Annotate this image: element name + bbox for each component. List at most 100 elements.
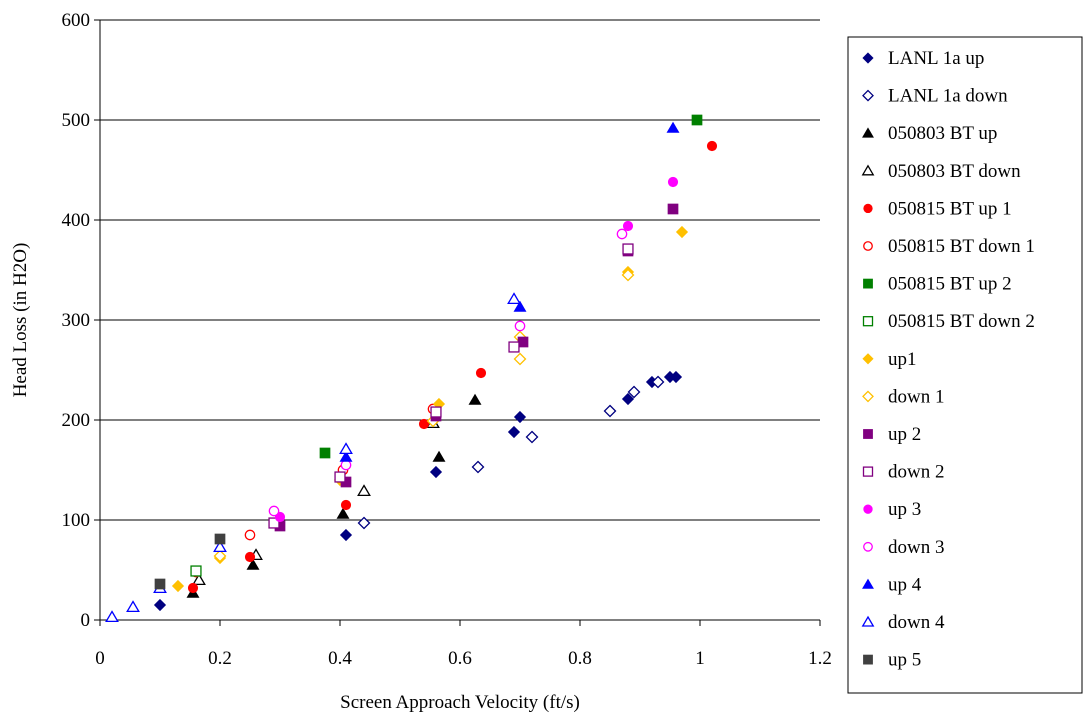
series-2 (186, 393, 482, 598)
legend-label: 050815 BT up 2 (888, 274, 1012, 295)
legend-marker (862, 353, 874, 365)
data-point (244, 529, 256, 541)
x-tick-label: 1.2 (808, 648, 832, 669)
legend-entry: down 4 (861, 612, 945, 633)
data-point (339, 528, 353, 542)
legend-marker (863, 241, 873, 251)
legend-marker (862, 578, 874, 589)
legend-entry: LANL 1a down (862, 86, 1008, 107)
legend-label: down 2 (888, 462, 944, 483)
series-1 (357, 375, 665, 530)
legend-entry: 050803 BT down (861, 161, 1021, 182)
data-point (603, 404, 617, 418)
legend-label: LANL 1a down (888, 86, 1008, 107)
legend-label: 050815 BT down 2 (888, 311, 1035, 332)
data-point (514, 320, 526, 332)
legend-marker (862, 316, 874, 327)
legend-label: down 3 (888, 537, 944, 558)
data-point (214, 533, 226, 545)
legend-label: up 2 (888, 424, 921, 445)
legend-marker (862, 89, 874, 102)
data-point (187, 582, 199, 594)
legend-entry: down 1 (862, 386, 944, 407)
series-4 (187, 140, 718, 594)
legend-entry: up 5 (863, 650, 921, 671)
data-point (153, 598, 167, 612)
x-tick-label: 0 (95, 648, 105, 669)
data-point (475, 367, 487, 379)
x-tick-label: 1 (695, 648, 705, 669)
data-point (336, 507, 350, 519)
data-point (171, 579, 185, 593)
legend-entry: 050815 BT down 1 (863, 236, 1035, 257)
data-point (429, 465, 443, 479)
legend-marker (862, 127, 874, 138)
data-point (213, 549, 227, 563)
legend-box (847, 36, 1083, 694)
legend-marker (861, 615, 875, 627)
legend-label: 050815 BT down 1 (888, 236, 1035, 257)
data-point (508, 341, 520, 353)
legend-label: up1 (888, 349, 917, 370)
y-tick-label: 100 (62, 510, 91, 531)
data-point (513, 410, 527, 424)
data-point (334, 471, 346, 483)
legend-marker (863, 504, 873, 514)
legend-entry: 050803 BT up (862, 123, 997, 144)
data-point (190, 565, 202, 577)
legend-marker (863, 278, 873, 289)
legend-entry: 050815 BT up 1 (863, 198, 1012, 219)
legend-entry: LANL 1a up (862, 48, 984, 69)
data-point (357, 516, 371, 530)
data-point (621, 268, 635, 282)
data-point (666, 121, 680, 133)
series-16 (154, 533, 226, 590)
data-point (339, 442, 353, 455)
series-11 (268, 243, 634, 529)
legend-marker (862, 466, 874, 477)
data-point (621, 392, 635, 406)
legend-marker (862, 52, 874, 64)
data-point (667, 203, 679, 215)
data-point (357, 484, 371, 497)
data-point (675, 225, 689, 239)
legend-label: 050815 BT up 1 (888, 198, 1012, 219)
legend-marker (863, 654, 873, 665)
data-point (319, 447, 331, 459)
data-point (691, 114, 703, 126)
data-points (105, 114, 718, 623)
tick-labels: 0 100 200 300 400 500 600 0 0.2 0.4 0.6 0.8 1 1.2 (62, 10, 832, 669)
y-tick-label: 300 (62, 310, 91, 331)
series-6 (319, 114, 703, 459)
legend-marker (861, 164, 875, 176)
axes (94, 19, 821, 626)
legend-entry: up1 (862, 349, 917, 370)
legend-marker (863, 203, 873, 214)
data-point (513, 352, 527, 366)
legend-marker (862, 390, 874, 403)
x-tick-label: 0.2 (208, 648, 232, 669)
data-point (105, 610, 119, 623)
legend-entry: down 2 (862, 462, 944, 483)
x-tick-label: 0.8 (568, 648, 592, 669)
legend-entry: up 2 (863, 424, 921, 445)
y-tick-label: 0 (81, 610, 91, 631)
data-point (706, 140, 718, 152)
data-point (651, 375, 665, 389)
data-point (525, 430, 539, 444)
legend-label: down 1 (888, 386, 944, 407)
data-point (471, 460, 485, 474)
data-point (432, 450, 446, 462)
legend-entry: up 4 (862, 574, 922, 595)
x-tick-label: 0.6 (448, 648, 472, 669)
data-point (268, 505, 280, 517)
legend-label: 050803 BT up (888, 123, 997, 144)
data-point (507, 425, 521, 439)
legend-label: up 4 (888, 574, 922, 595)
data-point (154, 578, 166, 590)
legend-marker (863, 541, 873, 552)
data-point (339, 450, 353, 462)
series-14 (339, 121, 680, 462)
